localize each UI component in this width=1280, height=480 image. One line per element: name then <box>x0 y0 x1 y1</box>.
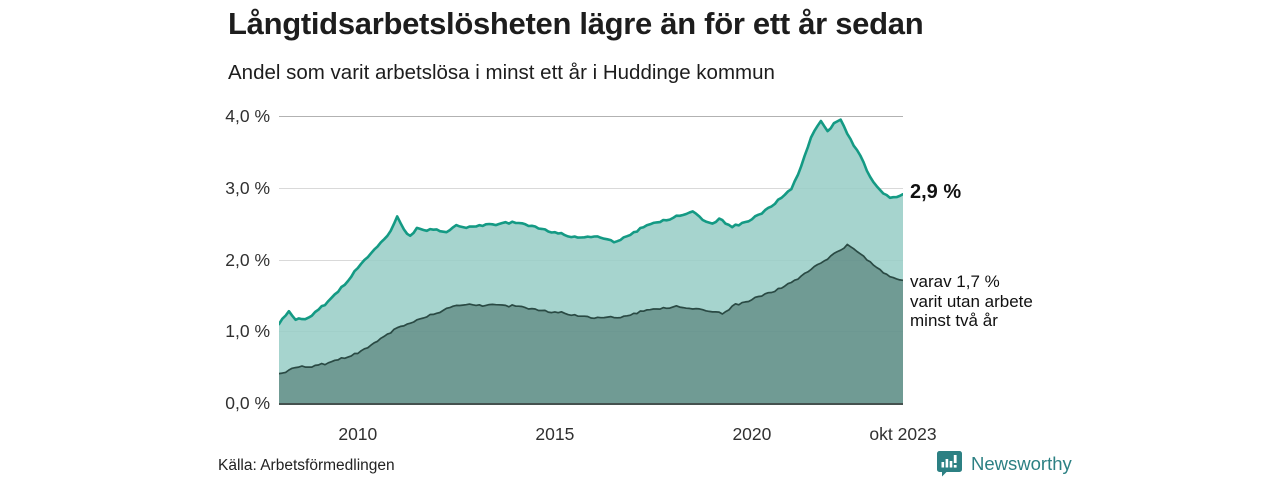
gridline <box>279 187 903 189</box>
x-axis-label: 2010 <box>338 424 378 444</box>
source-caption: Källa: Arbetsförmedlingen <box>218 457 395 474</box>
chart-subtitle: Andel som varit arbetslösa i minst ett å… <box>228 61 775 84</box>
line-two-year <box>279 243 903 375</box>
line-total <box>279 118 903 326</box>
x-axis-label: okt 2023 <box>869 424 937 444</box>
y-axis-label: 1,0 % <box>225 321 270 342</box>
newsworthy-logo: Newsworthy <box>936 450 1072 477</box>
x-axis-line <box>279 403 903 405</box>
area-chart-plot <box>279 118 903 403</box>
y-axis-label: 0,0 % <box>225 393 270 413</box>
newsworthy-wordmark: Newsworthy <box>971 452 1072 474</box>
x-axis-label: 2020 <box>732 424 772 444</box>
y-axis-label: 3,0 % <box>225 177 270 198</box>
x-axis-label: 2015 <box>535 424 575 444</box>
y-axis-label: 4,0 % <box>225 106 270 126</box>
area-fill-two-year <box>279 244 903 403</box>
area-fill-total <box>279 119 903 403</box>
bar-chart-speech-bubble-icon <box>937 451 962 477</box>
y-axis-label: 2,0 % <box>225 249 270 270</box>
latest-value-label: 2,9 % <box>910 181 962 203</box>
two-year-annotation: varav 1,7 % varit utan arbete minst två … <box>910 272 1033 330</box>
chart-title: Långtidsarbetslösheten lägre än för ett … <box>228 6 924 41</box>
gridline <box>279 116 903 117</box>
